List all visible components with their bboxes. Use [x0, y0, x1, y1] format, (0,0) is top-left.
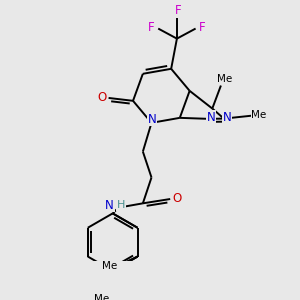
Text: N: N [148, 113, 157, 126]
Text: Me: Me [94, 294, 110, 300]
Text: Me: Me [102, 261, 118, 271]
Text: N: N [105, 199, 114, 212]
Text: O: O [98, 91, 107, 103]
Text: N: N [207, 111, 215, 124]
Text: N: N [223, 111, 232, 124]
Text: Me: Me [217, 74, 232, 84]
Text: Me: Me [251, 110, 267, 120]
Text: F: F [199, 21, 206, 34]
Text: F: F [148, 21, 154, 34]
Text: F: F [175, 4, 181, 17]
Text: H: H [117, 200, 125, 210]
Text: O: O [172, 192, 182, 205]
